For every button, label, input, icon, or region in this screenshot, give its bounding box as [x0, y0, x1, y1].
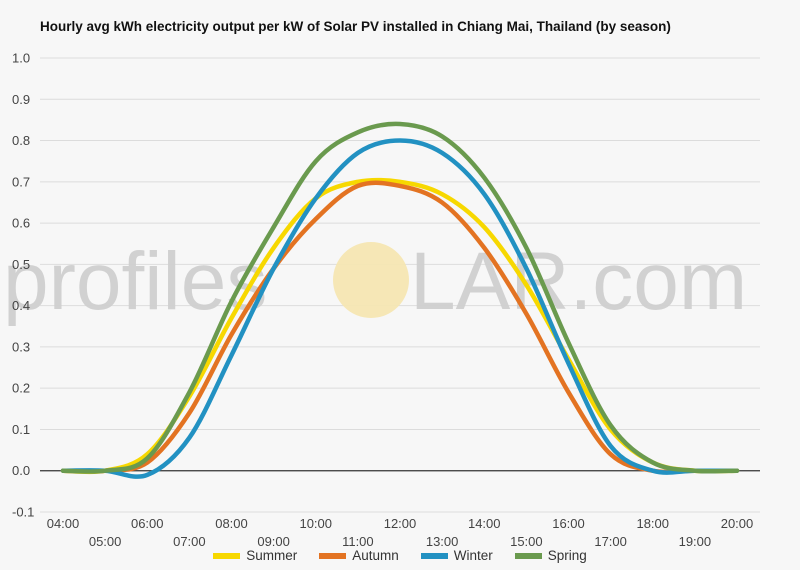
x-tick-label: 07:00 [173, 534, 206, 549]
x-tick-label: 12:00 [384, 516, 417, 531]
x-tick-label: 17:00 [594, 534, 627, 549]
watermark-text-right: LAR.com [410, 236, 747, 327]
legend-label-summer: Summer [246, 548, 298, 563]
legend-swatch-autumn [319, 552, 347, 559]
legend-swatch-summer [213, 552, 241, 559]
legend-item-summer[interactable]: Summer [213, 548, 297, 563]
x-tick-label: 05:00 [89, 534, 122, 549]
y-tick-label: 0.8 [12, 133, 30, 148]
x-tick-label: 04:00 [47, 516, 80, 531]
series-lines [60, 121, 740, 479]
x-tick-label: 16:00 [552, 516, 585, 531]
x-tick-label: 19:00 [679, 534, 712, 549]
x-tick-label: 14:00 [468, 516, 501, 531]
y-tick-label: 0.6 [12, 216, 30, 231]
chart-title: Hourly avg kWh electricity output per kW… [40, 19, 671, 34]
x-tick-label: 10:00 [299, 516, 332, 531]
series-line-spring [60, 121, 740, 474]
legend-swatch-spring [514, 552, 542, 559]
x-tick-label: 20:00 [721, 516, 754, 531]
series-line-winter [60, 138, 740, 479]
y-tick-label: 0.7 [12, 174, 30, 189]
y-tick-label: 0.9 [12, 92, 30, 107]
watermark-sun-icon [333, 242, 409, 318]
x-tick-label: 06:00 [131, 516, 164, 531]
x-tick-label: 09:00 [257, 534, 290, 549]
y-tick-label: 0.2 [12, 381, 30, 396]
y-axis-ticks: 1.0 0.9 0.8 0.7 0.6 0.5 0.4 0.3 0.2 0.1 0.0 -0.1 [12, 51, 34, 520]
y-tick-label: 0.5 [12, 257, 30, 272]
legend-label-spring: Spring [547, 548, 587, 563]
legend-label-autumn: Autumn [352, 548, 399, 563]
legend-swatch-winter [420, 552, 448, 559]
x-axis-ticks: 04:00 05:00 06:00 07:00 08:00 09:00 10:00 11:00… [47, 516, 754, 549]
x-tick-label: 08:00 [215, 516, 248, 531]
x-tick-label: 18:00 [636, 516, 669, 531]
series-line-autumn [60, 180, 740, 475]
x-tick-label: 15:00 [510, 534, 543, 549]
y-tick-label: 0.0 [12, 463, 30, 478]
y-tick-label: 0.4 [12, 298, 30, 313]
x-tick-label: 11:00 [342, 534, 374, 549]
legend-item-autumn[interactable]: Autumn [319, 548, 399, 563]
y-tick-label: 1.0 [12, 51, 30, 66]
x-tick-label: 13:00 [426, 534, 459, 549]
legend: Summer Autumn Winter Spring [0, 548, 800, 563]
watermark: profiles LAR.com [3, 236, 747, 327]
legend-item-winter[interactable]: Winter [420, 548, 493, 563]
legend-label-winter: Winter [453, 548, 493, 563]
legend-item-spring[interactable]: Spring [514, 548, 587, 563]
y-tick-label: -0.1 [12, 505, 34, 520]
watermark-text-left: profiles [3, 236, 267, 327]
y-tick-label: 0.1 [12, 422, 30, 437]
y-tick-label: 0.3 [12, 339, 30, 354]
